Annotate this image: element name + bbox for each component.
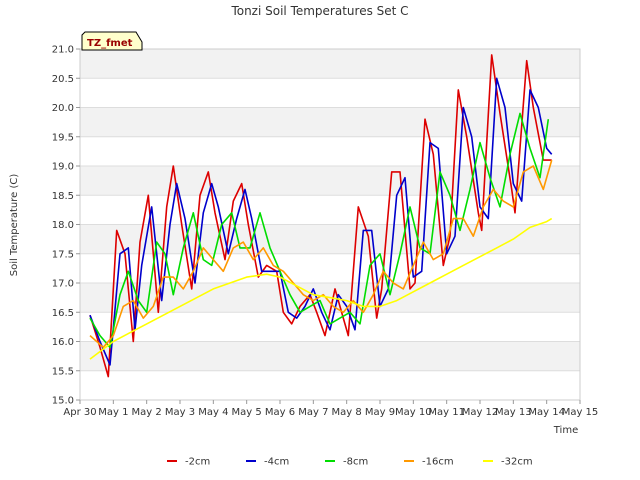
y-axis-label: Soil Temperature (C) <box>9 174 20 277</box>
legend: -2cm -4cm -8cm -16cm -32cm <box>167 457 533 468</box>
legend-label: -2cm <box>185 457 210 468</box>
x-tick-label: May 13 <box>495 407 532 418</box>
plot-bands <box>80 49 580 371</box>
plot-band <box>80 107 580 137</box>
x-tick-label: May 9 <box>365 407 395 418</box>
y-tick-label: 17.0 <box>52 279 74 290</box>
plot-band <box>80 166 580 196</box>
series-line-4cmcm <box>89 77 553 366</box>
y-tick-label: 18.5 <box>52 191 74 202</box>
x-tick-label: Apr 30 <box>63 407 96 418</box>
y-tick-label: 16.0 <box>52 337 74 348</box>
series-line-32cmcm <box>89 217 553 360</box>
x-tick-label: May 5 <box>232 407 262 418</box>
x-tick-label: May 6 <box>265 407 295 418</box>
chart-title: Tonzi Soil Temperatures Set C <box>230 4 408 18</box>
y-tick-label: 17.5 <box>52 249 74 260</box>
series-line-8cmcm <box>89 112 550 349</box>
x-tick-label: May 11 <box>428 407 465 418</box>
x-tick-label: May 3 <box>165 407 195 418</box>
legend-label: -32cm <box>501 457 533 468</box>
y-tick-label: 16.5 <box>52 308 74 319</box>
x-tick-label: May 2 <box>132 407 162 418</box>
site-badge: TZ_fmet <box>81 31 143 51</box>
legend-label: -8cm <box>343 457 368 468</box>
y-tick-label: 20.0 <box>52 103 74 114</box>
plot-band <box>80 341 580 371</box>
x-tick-label: May 15 <box>562 407 599 418</box>
series-lines <box>89 54 553 378</box>
site-badge-label: TZ_fmet <box>87 38 133 49</box>
series-line-2cmcm <box>89 54 552 378</box>
x-tick-label: May 12 <box>462 407 499 418</box>
series-line-16cmcm <box>89 159 553 349</box>
y-tick-label: 18.0 <box>52 220 74 231</box>
x-tick-label: May 14 <box>528 407 565 418</box>
x-tick-label: May 10 <box>395 407 432 418</box>
x-axis-label: Time <box>553 425 578 436</box>
plot-band <box>80 49 580 79</box>
x-tick-label: May 8 <box>332 407 362 418</box>
y-tick-label: 19.0 <box>52 162 74 173</box>
y-tick-label: 15.5 <box>52 366 74 377</box>
x-tick-label: May 4 <box>198 407 228 418</box>
x-axis-ticks: Apr 30 May 1 May 2 May 3 May 4 May 5 May 6 May … <box>63 400 598 418</box>
legend-label: -16cm <box>422 457 454 468</box>
y-axis-ticks: 15.0 15.5 16.0 16.5 17.0 17.5 18.0 18.5 19.0 19.5… <box>52 45 80 407</box>
y-tick-label: 21.0 <box>52 45 74 56</box>
y-tick-label: 19.5 <box>52 132 74 143</box>
y-tick-label: 20.5 <box>52 74 74 85</box>
y-tick-label: 15.0 <box>52 396 74 407</box>
x-tick-label: May 7 <box>298 407 328 418</box>
legend-label: -4cm <box>264 457 289 468</box>
x-tick-label: May 1 <box>98 407 128 418</box>
